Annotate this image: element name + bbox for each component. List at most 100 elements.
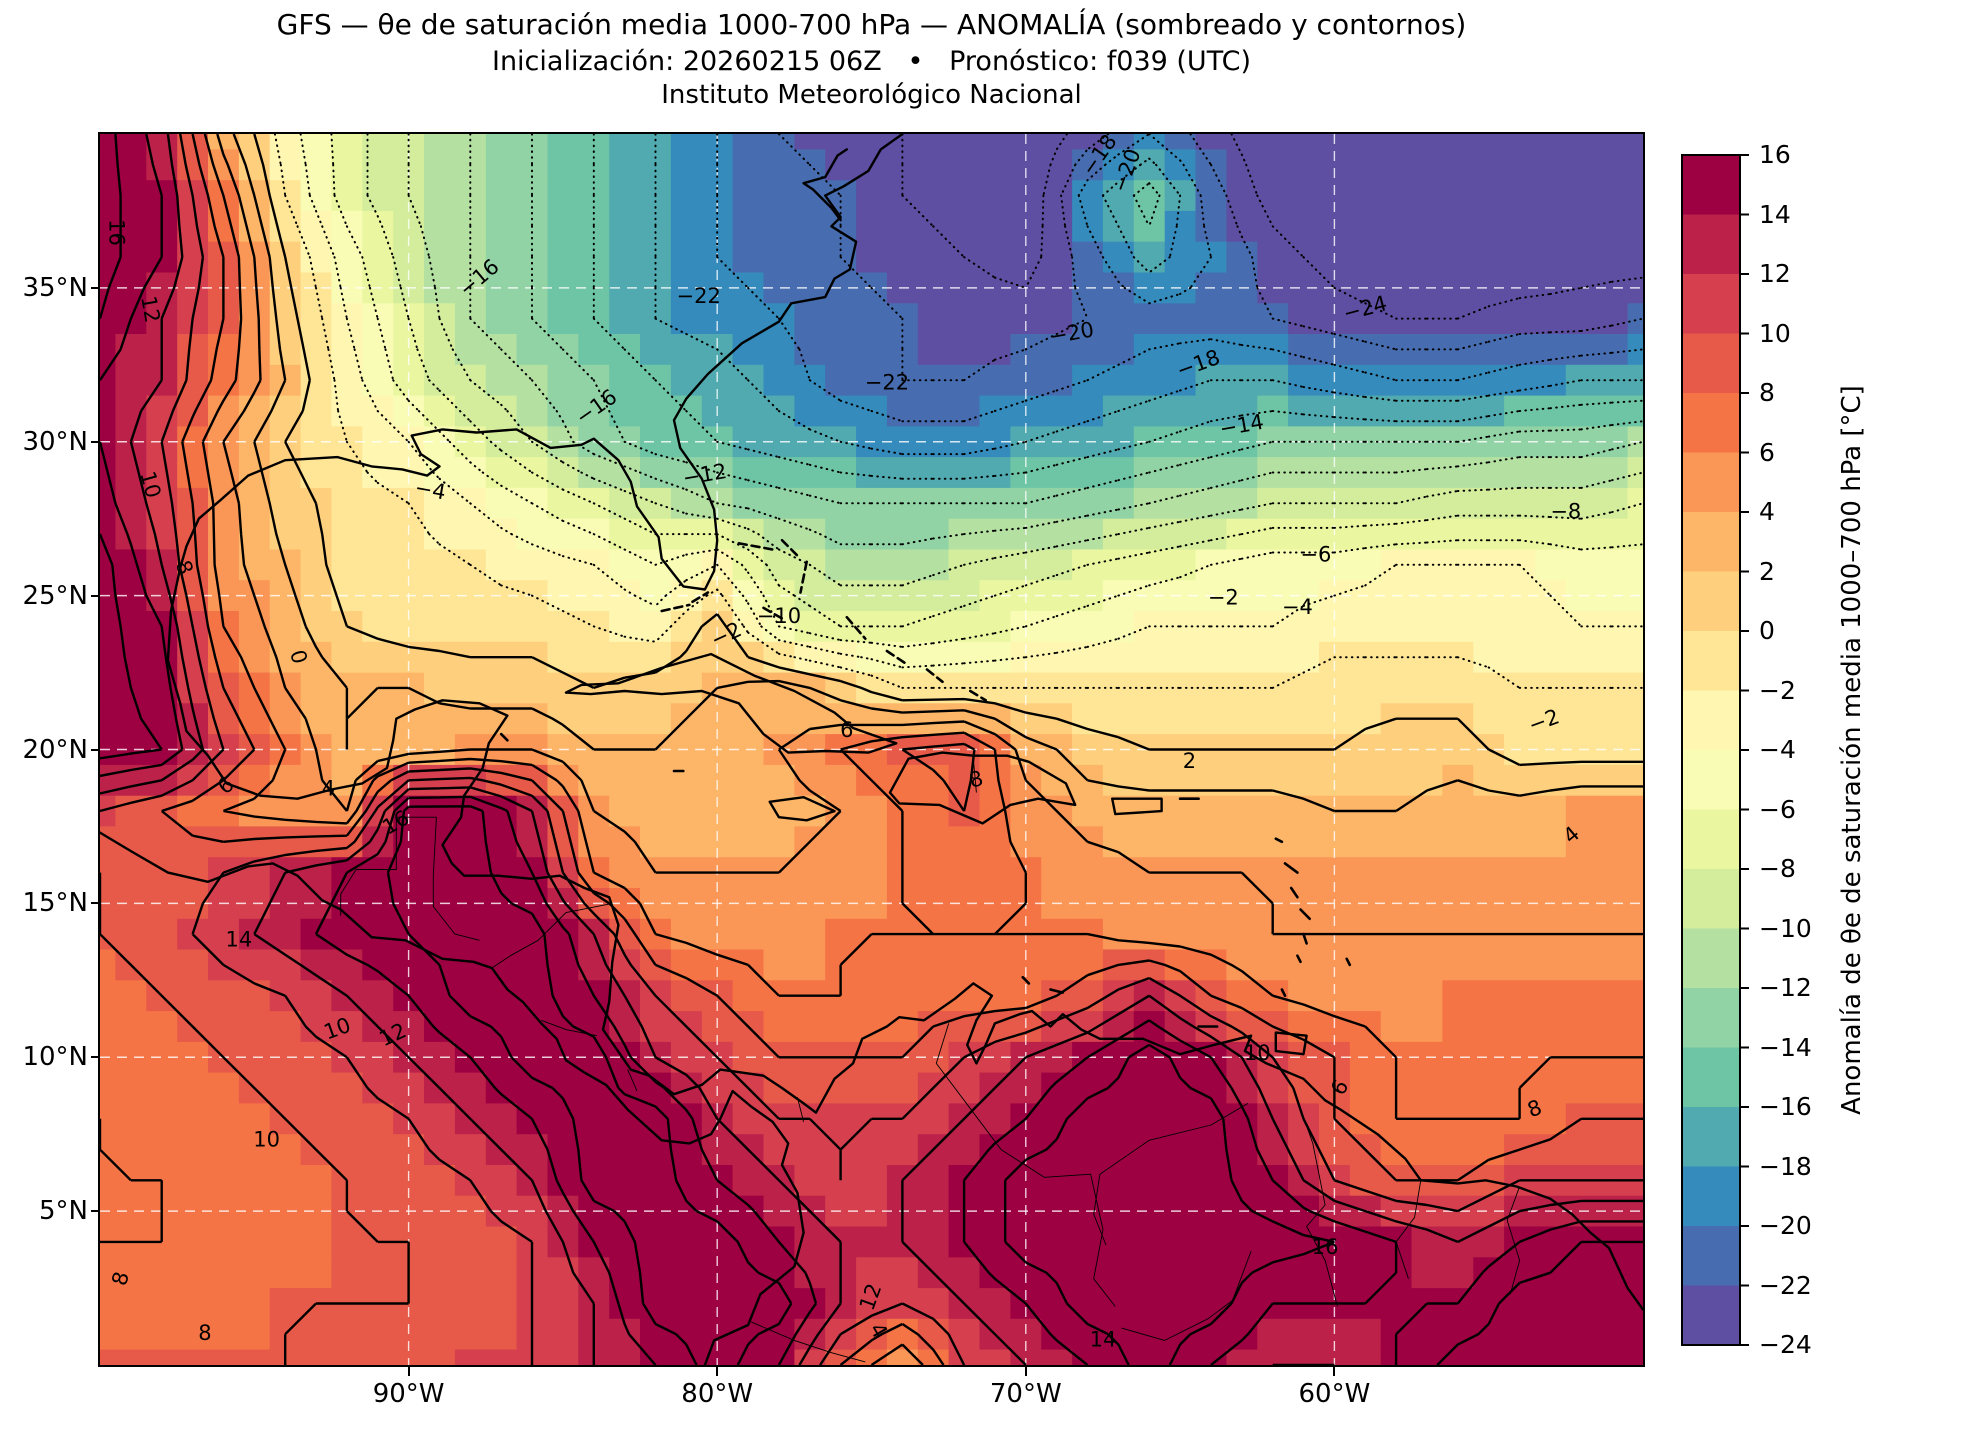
island-chain-dashed: [780, 538, 799, 557]
colorbar-bin: [1682, 571, 1740, 632]
south-america-north-coast: [802, 982, 1643, 1311]
political-border: [972, 758, 977, 793]
small-island: [1274, 837, 1284, 844]
contour-level--8: [366, 134, 1643, 628]
contour-level-2: [232, 134, 1643, 813]
colorbar-bin: [1682, 1047, 1740, 1108]
colorbar-tick-label: −2: [1759, 675, 1796, 705]
trinidad: [1274, 1031, 1308, 1056]
colorbar-tick-label: −16: [1759, 1092, 1812, 1121]
colorbar-bin: [1682, 333, 1740, 394]
colorbar-bin: [1682, 274, 1740, 334]
colorbar-bin: [1682, 690, 1740, 751]
contour-label: −2: [1208, 586, 1239, 610]
y-tick-label: 5°N: [39, 1196, 88, 1227]
colorbar-tick-label: −10: [1759, 913, 1812, 943]
x-tick-label: 70°W: [989, 1379, 1062, 1409]
colorbar: [1681, 154, 1749, 1346]
colorbar-bin: [1682, 631, 1740, 691]
political-border: [1093, 1103, 1249, 1246]
contour-label: 0: [285, 647, 312, 666]
x-tick-mark: [716, 1367, 719, 1376]
colorbar-tick-label: −12: [1759, 973, 1812, 1002]
island-chain-dashed: [969, 689, 987, 702]
contour-level--10: [407, 134, 1643, 587]
contour-label: −4: [1282, 595, 1313, 619]
political-border: [1296, 1100, 1338, 1307]
contour-label: 12: [136, 294, 164, 324]
colorbar-tick-label: −20: [1759, 1211, 1812, 1240]
political-border: [432, 906, 480, 941]
colorbar-bin: [1682, 988, 1740, 1048]
small-island: [1296, 954, 1302, 964]
colorbar-tick-label: 14: [1759, 199, 1791, 229]
political-border: [1121, 1250, 1252, 1341]
colorbar-bin: [1682, 1166, 1740, 1227]
colorbar-bin: [1682, 512, 1740, 572]
contour-level--12: [469, 134, 1643, 546]
contour-label: 8: [198, 1321, 211, 1345]
contour-positive-layer: [100, 134, 1643, 1365]
small-island: [1289, 886, 1299, 899]
colorbar-bin: [1682, 809, 1740, 870]
y-tick-label: 25°N: [22, 580, 88, 611]
y-tick-label: 10°N: [22, 1042, 88, 1073]
small-island: [499, 732, 509, 742]
contour-label: −4: [413, 476, 448, 505]
colorbar-bin: [1682, 750, 1740, 810]
y-tick-mark: [91, 748, 100, 751]
chesapeake-bay: [802, 148, 848, 222]
y-tick-label: 35°N: [22, 272, 88, 303]
contour-level--16: [592, 134, 1643, 480]
island-chain-dashed: [660, 603, 691, 613]
colorbar-bin: [1682, 393, 1740, 453]
island-chain-dashed: [762, 606, 787, 622]
small-island: [1299, 908, 1311, 921]
hispaniola: [888, 751, 1077, 825]
contour-label: 16: [1312, 1235, 1339, 1259]
colorbar-tick-label: −4: [1759, 735, 1796, 764]
jamaica: [768, 796, 836, 822]
contour-level-0: [253, 134, 1643, 767]
colorbar-bin: [1682, 452, 1740, 513]
colorbar-tick-label: −8: [1759, 854, 1796, 883]
plot-institution: Instituto Meteorológico Nacional: [661, 80, 1082, 110]
small-island: [1049, 988, 1065, 994]
contour-level--2: [273, 134, 1643, 689]
small-island: [1021, 975, 1031, 985]
colorbar-bin: [1682, 1285, 1740, 1346]
contour-level--20: [716, 134, 1643, 423]
colorbar-tick-label: 4: [1759, 497, 1775, 526]
colorbar-tick-label: −24: [1759, 1330, 1812, 1359]
contour-level--4: [299, 134, 1643, 669]
mexico-centralamerica-caribbean-coast: [166, 566, 805, 1105]
contour-label: 6: [840, 718, 853, 742]
contour-label: 16: [104, 219, 128, 246]
contour-level-4: [216, 134, 1643, 936]
political-border: [491, 902, 613, 969]
political-border: [541, 1019, 597, 1037]
contour-level--24: [901, 134, 1643, 320]
contour-label: −6: [1300, 543, 1331, 567]
contour-label: −22: [865, 370, 909, 394]
island-chain-dashed: [925, 668, 944, 684]
y-tick-mark: [91, 594, 100, 597]
contour-label: −8: [1550, 500, 1581, 524]
contour-level--22: [777, 134, 1643, 382]
political-border: [627, 1069, 638, 1092]
small-island: [1345, 957, 1352, 967]
x-tick-mark: [407, 1367, 410, 1376]
small-island: [1280, 988, 1287, 997]
field-layer: [100, 134, 1643, 1365]
y-tick-label: 15°N: [22, 888, 88, 919]
colorbar-bin: [1682, 214, 1740, 275]
political-border: [1506, 1186, 1521, 1295]
colorbar-swatches: [1682, 155, 1740, 1346]
colorbar-bin: [1682, 1107, 1740, 1167]
contour-level-8: [100, 134, 1643, 1365]
island-chain-dashed: [799, 560, 808, 594]
contour-label: 14: [1090, 1327, 1117, 1351]
x-tick-mark: [1024, 1367, 1027, 1376]
contour-label: 14: [226, 927, 253, 951]
